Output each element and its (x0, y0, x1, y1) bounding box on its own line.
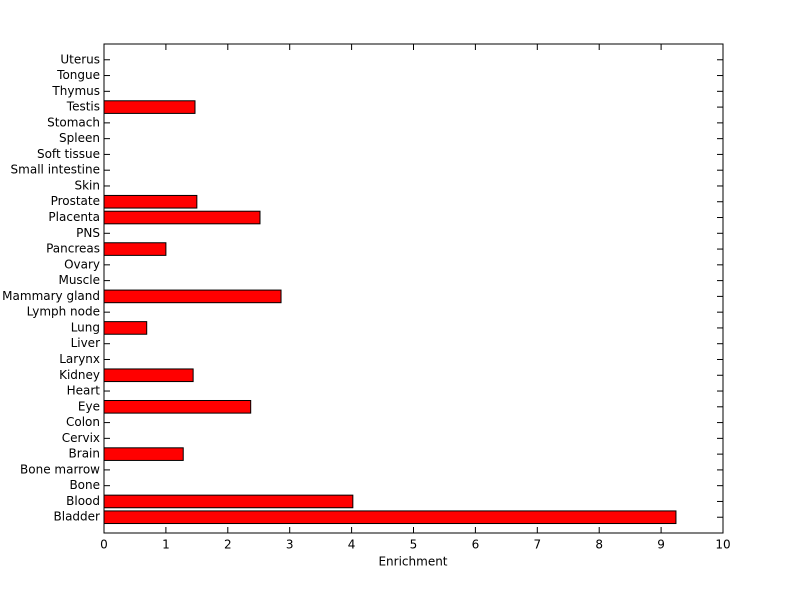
bar (103, 100, 196, 114)
x-tick-label: 4 (348, 538, 356, 552)
y-tick-label: Stomach (47, 115, 100, 129)
x-tick-label: 0 (100, 538, 108, 552)
y-tick-label: Spleen (59, 131, 100, 145)
y-tick-label: Lymph node (27, 305, 100, 319)
x-tick-label: 8 (595, 538, 603, 552)
y-tick-label: Larynx (59, 352, 100, 366)
x-tick-label: 2 (224, 538, 232, 552)
y-tick-label: Uterus (60, 52, 100, 66)
y-tick-label: Testis (66, 100, 100, 114)
y-tick-label: Muscle (58, 273, 100, 287)
bar (103, 242, 167, 256)
bar (103, 494, 354, 509)
y-tick-label: Brain (69, 447, 100, 461)
y-tick-label: Pancreas (46, 242, 100, 256)
y-tick-label: Bone marrow (20, 462, 100, 476)
bar (103, 368, 194, 383)
y-tick-label: Soft tissue (37, 147, 100, 161)
x-tick-label: 10 (715, 538, 730, 552)
y-tick-label: Bladder (54, 510, 101, 524)
x-axis-label: Enrichment (378, 555, 447, 569)
x-tick-label: 7 (533, 538, 541, 552)
y-tick-label: Tongue (56, 68, 100, 82)
y-tick-label: Thymus (51, 84, 100, 98)
y-tick-label: Cervix (62, 431, 100, 445)
y-tick-label: Blood (66, 494, 100, 508)
x-tick-label: 1 (162, 538, 170, 552)
y-tick-label: Placenta (48, 210, 100, 224)
y-tick-label: Colon (66, 415, 100, 429)
y-tick-label: Ovary (64, 257, 100, 271)
x-tick-label: 9 (657, 538, 665, 552)
bar (103, 510, 677, 525)
y-tick-label: Skin (74, 178, 100, 192)
y-tick-label: PNS (76, 226, 100, 240)
y-tick-label: Kidney (59, 368, 100, 382)
bar (103, 289, 282, 304)
bar (103, 447, 184, 461)
y-tick-label: Eye (78, 399, 100, 413)
y-tick-label: Lung (71, 320, 100, 334)
x-tick-label: 6 (472, 538, 480, 552)
bar (103, 194, 198, 209)
bar (103, 321, 148, 335)
bar (103, 210, 261, 225)
y-tick-label: Prostate (51, 194, 100, 208)
y-tick-label: Mammary gland (2, 289, 100, 303)
bar (103, 399, 252, 414)
y-tick-label: Small intestine (11, 163, 100, 177)
x-tick-label: 5 (410, 538, 418, 552)
y-tick-label: Heart (67, 384, 101, 398)
y-tick-label: Bone (69, 478, 100, 492)
plot-frame (103, 43, 724, 534)
y-tick-label: Liver (71, 336, 101, 350)
x-tick-label: 3 (286, 538, 294, 552)
